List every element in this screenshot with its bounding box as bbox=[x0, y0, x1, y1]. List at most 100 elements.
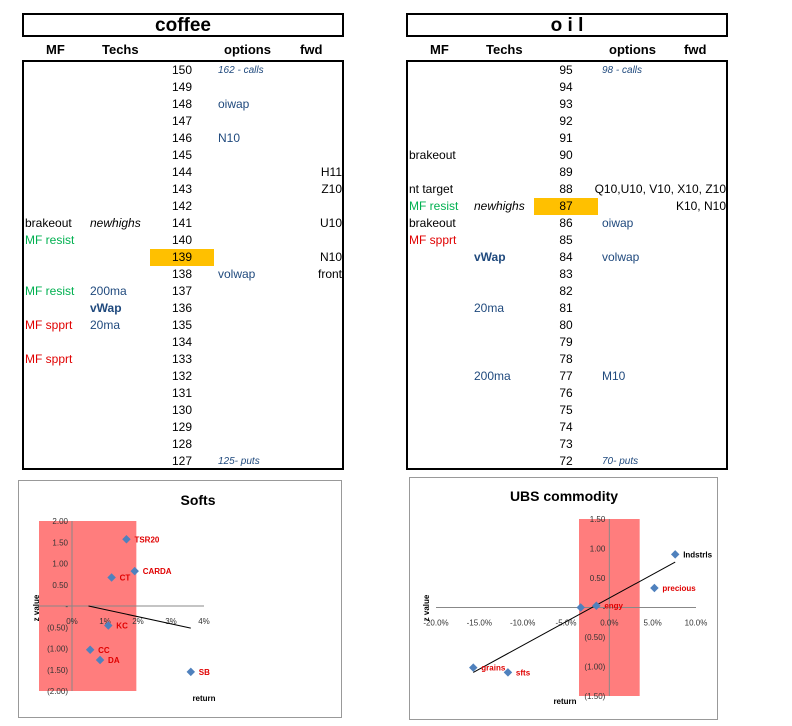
y-tick-label: 1.50 bbox=[590, 515, 606, 524]
data-point bbox=[130, 566, 139, 576]
coffee-fwd-cell: front bbox=[317, 267, 342, 281]
coffee-price-cell: 147 bbox=[171, 114, 193, 128]
y-tick-label: (1.00) bbox=[47, 645, 68, 654]
x-tick-label: 0.0% bbox=[600, 619, 618, 628]
y-axis-label: z value bbox=[422, 594, 431, 621]
point-label: CARDA bbox=[143, 567, 172, 576]
coffee-price-cell: 128 bbox=[171, 437, 193, 451]
coffee-techs-cell: 200ma bbox=[90, 284, 127, 298]
coffee-price-cell: 133 bbox=[171, 352, 193, 366]
coffee-price-cell: 145 bbox=[171, 148, 193, 162]
oil-options-cell: M10 bbox=[602, 369, 626, 383]
oil-header-options: options bbox=[609, 42, 656, 57]
trendline bbox=[88, 605, 191, 629]
oil-price-cell: 72 bbox=[559, 454, 573, 468]
y-tick-label: 1.00 bbox=[590, 545, 606, 554]
coffee-options-cell: 162 - calls bbox=[218, 65, 264, 76]
oil-mf-cell: MF resist bbox=[409, 199, 459, 213]
coffee-options-cell: volwap bbox=[218, 267, 256, 281]
point-label: SB bbox=[199, 668, 210, 677]
point-label: CT bbox=[120, 574, 131, 583]
coffee-price-cell: 136 bbox=[171, 301, 193, 315]
chart-title: Softs bbox=[181, 492, 216, 508]
coffee-fwd-cell: Z10 bbox=[321, 182, 342, 196]
point-label: KC bbox=[116, 622, 128, 631]
coffee-header-options: options bbox=[224, 42, 271, 57]
oil-price-cell: 84 bbox=[559, 250, 573, 264]
coffee-mf-cell: MF resist bbox=[25, 284, 75, 298]
oil-techs-cell: vWap bbox=[474, 250, 506, 264]
oil-price-cell: 82 bbox=[559, 284, 573, 298]
oil-price-cell: 78 bbox=[559, 352, 573, 366]
oil-mf-cell: MF spprt bbox=[409, 233, 457, 247]
oil-price-cell: 87 bbox=[534, 198, 598, 215]
oil-price-cell: 76 bbox=[559, 386, 573, 400]
coffee-price-cell: 143 bbox=[171, 182, 193, 196]
oil-price-cell: 73 bbox=[559, 437, 573, 451]
coffee-price-cell: 131 bbox=[171, 386, 193, 400]
oil-table bbox=[406, 60, 728, 470]
y-tick-label: (2.00) bbox=[47, 687, 68, 696]
x-tick-label: -15.0% bbox=[467, 619, 492, 628]
coffee-techs-cell: vWap bbox=[90, 301, 122, 315]
oil-header-fwd: fwd bbox=[684, 42, 707, 57]
coffee-price-cell: 140 bbox=[171, 233, 193, 247]
y-tick-label: 0.50 bbox=[590, 574, 606, 583]
coffee-price-cell: 144 bbox=[171, 165, 193, 179]
oil-options-cell: 70- puts bbox=[602, 456, 639, 467]
oil-mf-cell: brakeout bbox=[409, 216, 456, 230]
y-tick-label: 2.00 bbox=[52, 517, 68, 526]
coffee-header-techs: Techs bbox=[102, 42, 139, 57]
coffee-price-cell: 149 bbox=[171, 80, 193, 94]
oil-mf-cell: nt target bbox=[409, 182, 454, 196]
data-point bbox=[107, 573, 116, 582]
y-tick-label: 1.00 bbox=[52, 560, 68, 569]
coffee-price-cell: 139 bbox=[150, 249, 214, 266]
coffee-price-cell: 141 bbox=[171, 216, 193, 230]
oil-price-cell: 93 bbox=[559, 97, 573, 111]
y-tick-label: (1.00) bbox=[584, 663, 605, 672]
oil-price-cell: 89 bbox=[559, 165, 573, 179]
oil-price-cell: 86 bbox=[559, 216, 573, 230]
coffee-price-cell: 148 bbox=[171, 97, 193, 111]
x-tick-label: -20.0% bbox=[423, 619, 448, 628]
oil-price-cell: 90 bbox=[559, 148, 573, 162]
x-tick-label: 1% bbox=[99, 617, 111, 626]
coffee-mf-cell: MF spprt bbox=[25, 352, 73, 366]
x-tick-label: 3% bbox=[165, 617, 177, 626]
coffee-title: coffee bbox=[22, 13, 344, 37]
coffee-price-cell: 137 bbox=[171, 284, 193, 298]
oil-price-cell: 94 bbox=[559, 80, 573, 94]
coffee-fwd-cell: H11 bbox=[320, 165, 342, 179]
oil-title: o i l bbox=[406, 13, 728, 37]
y-tick-label: (1.50) bbox=[584, 692, 605, 701]
coffee-options-cell: 125- puts bbox=[218, 456, 260, 467]
ubs-chart-frame bbox=[409, 477, 718, 720]
data-point bbox=[85, 645, 95, 655]
chart-title: UBS commodity bbox=[510, 488, 618, 504]
coffee-price-cell: 146 bbox=[171, 131, 193, 145]
data-point bbox=[122, 535, 131, 544]
x-tick-label: -5.0% bbox=[556, 619, 577, 628]
coffee-price-cell: 132 bbox=[171, 369, 193, 383]
oil-options-cell: volwap bbox=[602, 250, 640, 264]
x-tick-label: -10.0% bbox=[510, 619, 535, 628]
point-label: Indstrls bbox=[683, 550, 712, 559]
oil-header-mf: MF bbox=[430, 42, 449, 57]
point-label: precious bbox=[662, 584, 696, 593]
oil-price-cell: 75 bbox=[559, 403, 573, 417]
y-tick-label: (0.50) bbox=[584, 633, 605, 642]
oil-price-cell: 91 bbox=[559, 131, 573, 145]
coffee-price-cell: 130 bbox=[171, 403, 193, 417]
x-tick-label: 2% bbox=[132, 617, 144, 626]
x-tick-label: 5.0% bbox=[644, 619, 662, 628]
point-label: grains bbox=[481, 664, 506, 673]
coffee-fwd-cell: N10 bbox=[319, 250, 342, 264]
oil-price-cell: 92 bbox=[559, 114, 573, 128]
coffee-mf-cell: MF spprt bbox=[25, 318, 73, 332]
x-axis-label: return bbox=[192, 694, 215, 703]
y-tick-label: - bbox=[65, 602, 68, 611]
coffee-techs-cell: newhighs bbox=[90, 216, 141, 230]
coffee-options-cell: oiwap bbox=[218, 97, 250, 111]
oil-price-cell: 83 bbox=[559, 267, 573, 281]
